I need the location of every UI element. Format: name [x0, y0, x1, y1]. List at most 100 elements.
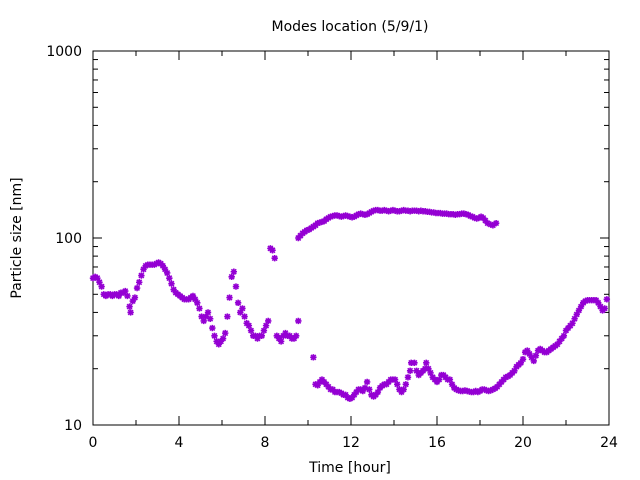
data-point [396, 386, 403, 393]
data-point [234, 299, 242, 307]
data-point [258, 332, 265, 339]
data-point [166, 274, 173, 282]
data-point [290, 335, 298, 342]
data-point [260, 327, 268, 334]
data-point [211, 332, 218, 339]
data-point [140, 266, 147, 273]
x-tick-label: 24 [600, 435, 618, 451]
data-point [129, 297, 136, 305]
data-point [133, 284, 141, 292]
data-point [361, 384, 369, 392]
data-point [400, 386, 407, 393]
data-point [427, 369, 434, 377]
data-point [219, 335, 227, 342]
data-point [295, 317, 302, 325]
x-tick-label: 0 [89, 435, 98, 451]
axis-ticks [92, 50, 610, 426]
x-tick-label: 8 [261, 435, 270, 451]
data-point [96, 279, 103, 286]
data-point [226, 294, 233, 301]
y-tick-label: 100 [55, 231, 82, 247]
y-tick-label: 1000 [46, 44, 82, 60]
data-point [573, 311, 580, 318]
data-point [196, 305, 203, 312]
x-tick-label: 20 [514, 435, 532, 451]
data-point [198, 313, 205, 320]
data-point [209, 324, 216, 332]
data-point [271, 254, 278, 262]
data-point [408, 359, 415, 367]
data-point [528, 354, 535, 361]
data-point [421, 365, 429, 372]
data-point [215, 341, 222, 348]
x-tick-label: 16 [428, 435, 446, 451]
data-point [136, 279, 143, 286]
data-point [230, 268, 238, 275]
data-point [351, 391, 358, 399]
data-point [391, 376, 399, 383]
data-point [582, 297, 589, 305]
data-point [517, 359, 525, 367]
data-point [489, 222, 497, 229]
data-point [492, 219, 500, 227]
data-point [524, 347, 531, 354]
data-point [363, 378, 371, 386]
data-point [502, 374, 509, 381]
data-point [575, 307, 583, 314]
data-point [98, 283, 105, 290]
data-point [254, 335, 261, 342]
data-point [482, 217, 489, 224]
data-point [359, 387, 367, 395]
data-point [532, 352, 540, 359]
data-point [353, 388, 360, 396]
data-point [131, 294, 139, 301]
data-point [571, 315, 578, 322]
data-point [372, 391, 379, 399]
data-point [161, 266, 169, 273]
data-point [603, 296, 611, 303]
data-point [484, 219, 491, 227]
data-point [411, 359, 418, 367]
data-point [204, 309, 212, 316]
data-point [237, 309, 244, 316]
x-tick-label: 4 [175, 435, 184, 451]
data-point [446, 376, 454, 383]
data-point [94, 274, 101, 282]
data-point [239, 305, 246, 312]
data-point [406, 367, 414, 374]
data-point [292, 332, 300, 339]
data-point [342, 391, 349, 399]
data-point [265, 317, 272, 325]
data-point [126, 303, 133, 310]
data-point [273, 332, 281, 339]
data-point [269, 247, 276, 254]
data-point [232, 283, 240, 290]
data-point [286, 332, 293, 339]
data-point [413, 367, 420, 374]
data-point [404, 374, 412, 381]
data-point [511, 367, 518, 374]
data-point [222, 329, 229, 337]
data-point [569, 320, 576, 327]
data-point [163, 269, 171, 277]
y-axis-label: Particle size [nm] [9, 177, 25, 298]
data-point [425, 365, 432, 372]
data-point [402, 381, 410, 388]
data-point [530, 357, 537, 365]
chart-title: Modes location (5/9/1) [272, 19, 429, 35]
data-point [228, 273, 235, 281]
data-point [280, 332, 287, 339]
data-point [170, 286, 177, 293]
data-point [601, 305, 608, 312]
axis-tick-labels: 0 4 8 12 16 20 24 10 100 1000 [46, 44, 618, 451]
data-point [224, 313, 231, 320]
data-point [560, 332, 568, 339]
data-point [314, 382, 321, 389]
data-point [277, 338, 285, 345]
data-point [194, 299, 201, 307]
data-point [115, 292, 122, 300]
data-point [310, 354, 317, 361]
data-point [189, 292, 197, 300]
data-point [526, 350, 533, 358]
